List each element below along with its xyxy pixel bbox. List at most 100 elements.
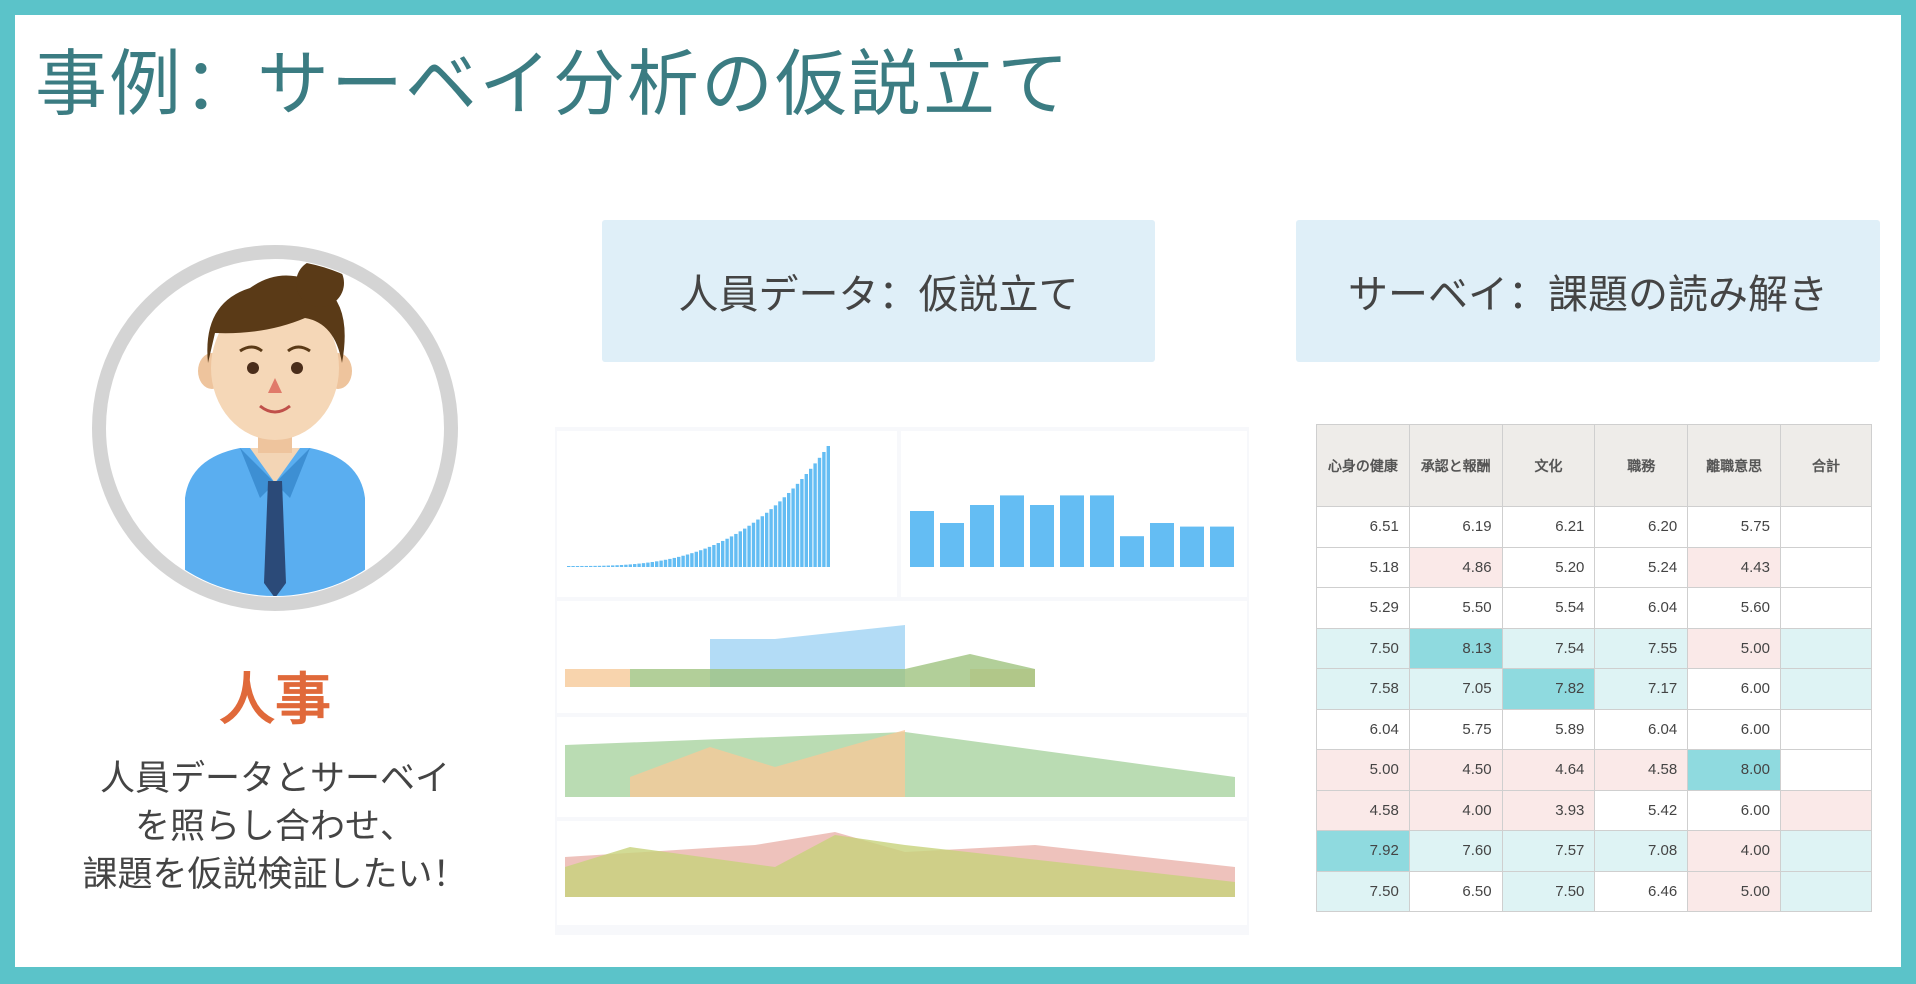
thumb-bar (707, 546, 712, 567)
table-cell: 6.00 (1687, 708, 1781, 750)
table-row: 7.92 7.60 7.57 7.08 4.00 (1316, 830, 1872, 872)
thumb-bar (791, 488, 795, 567)
table-cell: 6.04 (1316, 708, 1410, 750)
thumb-bar (637, 563, 641, 567)
table-cell: 5.00 (1687, 870, 1781, 912)
table-cell: 5.89 (1501, 708, 1596, 750)
table-cell (1779, 789, 1872, 831)
table-cell (1779, 830, 1872, 872)
thumb-bar (721, 540, 725, 567)
thumb-bar (646, 562, 650, 567)
survey-table-wrapper[interactable]: 心身の健康 承認と報酬 文化 職務 離職意思 合計 6.51 6.19 6.21 6.20 5.7… (1316, 424, 1872, 969)
table-cell: 7.08 (1594, 830, 1689, 872)
table-cell: 6.04 (1594, 587, 1689, 629)
thumb-bar (677, 556, 681, 567)
table-cell (1779, 749, 1872, 791)
table-cell (1779, 627, 1872, 669)
thumb-bar (725, 538, 729, 567)
table-cell: 6.20 (1594, 506, 1689, 548)
table-cell (1779, 506, 1872, 548)
table-cell: 6.04 (1594, 708, 1689, 750)
table-cell: 3.93 (1501, 789, 1596, 831)
table-cell: 7.92 (1316, 830, 1410, 872)
thumb-area (630, 654, 1035, 687)
thumb-bar (663, 559, 668, 567)
column-header[interactable]: 合計 (1779, 424, 1872, 507)
thumb-bar (584, 565, 588, 567)
thumb-bar (567, 566, 571, 567)
thumb-bar (580, 565, 584, 567)
table-cell: 4.00 (1408, 789, 1503, 831)
table-cell: 7.50 (1316, 870, 1410, 912)
slide: 事例：サーベイ分析の仮説立て 人事 人員データとサーベイ を照らし合わせ、 (15, 15, 1901, 967)
thumb-bar (1150, 523, 1174, 567)
description-line: 人員データとサーベイ (99, 759, 450, 799)
table-cell: 5.60 (1687, 587, 1781, 629)
thumb-bar (1120, 536, 1144, 567)
table-cell: 7.50 (1501, 870, 1596, 912)
thumb-bar (782, 497, 786, 567)
thumb-bar (804, 473, 808, 567)
thumb-bar (641, 563, 646, 567)
thumb-bar (681, 555, 685, 567)
table-row: 4.58 4.00 3.93 5.42 6.00 (1316, 789, 1872, 831)
thumb-bar (589, 565, 593, 567)
thumb-bar (729, 536, 734, 567)
table-row: 6.04 5.75 5.89 6.04 6.00 (1316, 708, 1872, 750)
dashboard-screenshot (555, 427, 1249, 935)
table-cell: 4.43 (1687, 546, 1781, 588)
thumb-bar (747, 525, 751, 567)
table-cell: 7.05 (1408, 668, 1503, 710)
table-cell: 7.17 (1594, 668, 1689, 710)
thumb-bar (738, 531, 742, 567)
personnel-data-box: 人員データ：仮説立て (602, 220, 1155, 362)
survey-table: 心身の健康 承認と報酬 文化 職務 離職意思 合計 6.51 6.19 6.21 6.20 5.7… (1316, 424, 1872, 912)
table-row: 7.58 7.05 7.82 7.17 6.00 (1316, 668, 1872, 710)
thumb-bar (734, 533, 738, 567)
thumb-bar (940, 523, 964, 567)
table-row: 5.18 4.86 5.20 5.24 4.43 (1316, 546, 1872, 588)
stacked-bar-panel (557, 431, 897, 597)
table-row: 5.00 4.50 4.64 4.58 8.00 (1316, 749, 1872, 791)
column-header[interactable]: 承認と報酬 (1408, 424, 1503, 507)
table-cell: 5.50 (1408, 587, 1503, 629)
table-cell: 6.19 (1408, 506, 1503, 548)
table-cell: 7.60 (1408, 830, 1503, 872)
thumb-bar (606, 565, 610, 567)
table-cell: 4.00 (1687, 830, 1781, 872)
thumb-bar (970, 505, 994, 567)
thumb-bar (619, 564, 624, 567)
thumb-bar (822, 451, 826, 567)
thumb-bar (800, 479, 804, 567)
table-cell: 4.86 (1408, 546, 1503, 588)
table-cell: 5.24 (1594, 546, 1689, 588)
thumb-bar (615, 565, 619, 567)
column-header[interactable]: 職務 (1594, 424, 1689, 507)
thumb-bar (1210, 526, 1234, 567)
thumb-bar (743, 528, 747, 567)
table-cell: 5.75 (1687, 506, 1781, 548)
thumb-bar (685, 554, 690, 567)
table-cell: 6.00 (1687, 789, 1781, 831)
table-row: 6.51 6.19 6.21 6.20 5.75 (1316, 506, 1872, 548)
column-header[interactable]: 心身の健康 (1316, 424, 1410, 507)
table-cell: 5.42 (1594, 789, 1689, 831)
table-cell: 4.50 (1408, 749, 1503, 791)
table-cell: 5.75 (1408, 708, 1503, 750)
table-row: 7.50 8.13 7.54 7.55 5.00 (1316, 627, 1872, 669)
thumb-bar (787, 492, 791, 567)
slide-title: 事例：サーベイ分析の仮説立て (35, 42, 1072, 126)
column-header[interactable]: 文化 (1501, 424, 1596, 507)
table-cell (1779, 870, 1872, 912)
thumb-bar (571, 565, 575, 567)
table-cell: 6.00 (1687, 668, 1781, 710)
thumb-bar (716, 543, 720, 567)
table-cell: 5.18 (1316, 546, 1410, 588)
column-header[interactable]: 離職意思 (1687, 424, 1781, 507)
table-cell (1779, 587, 1872, 629)
table-cell: 6.21 (1501, 506, 1596, 548)
thumb-bar (1090, 495, 1114, 567)
persona-description: 人員データとサーベイ を照らし合わせ、 課題を仮説検証したい！ (15, 755, 535, 899)
table-row: 7.50 6.50 7.50 6.46 5.00 (1316, 870, 1872, 912)
thumb-bar (602, 565, 606, 567)
